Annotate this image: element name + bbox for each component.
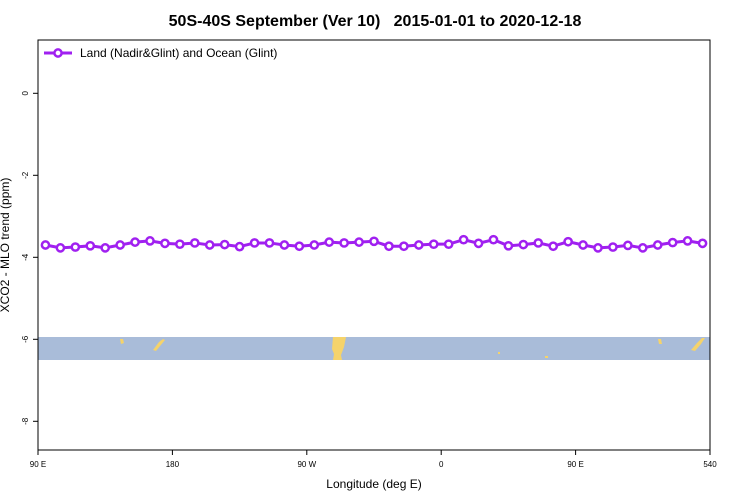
data-point [85, 240, 96, 251]
y-tick-label: -4 [21, 253, 30, 261]
data-point [458, 234, 469, 245]
data-point [667, 237, 678, 248]
x-axis-label: Longitude (deg E) [326, 477, 421, 491]
data-point [249, 238, 260, 248]
data-point [399, 241, 409, 252]
map-strip [38, 337, 710, 360]
data-point [488, 234, 499, 245]
data-point [413, 240, 424, 250]
data-point [697, 238, 708, 249]
data-point [682, 236, 693, 246]
data-point [369, 236, 379, 247]
data-point [652, 240, 663, 250]
x-tick-label: 90 W [297, 460, 316, 469]
data-point [175, 239, 185, 250]
x-tick-label: 540 [703, 460, 717, 469]
chart-title: 50S-40S September (Ver 10) 2015-01-01 to… [169, 13, 582, 30]
x-tick-label: 0 [439, 460, 444, 469]
x-tick-label: 90 E [30, 460, 46, 469]
data-point [55, 243, 66, 253]
data-point [637, 243, 648, 253]
data-point [309, 240, 320, 250]
data-point [234, 241, 245, 252]
data-point [264, 238, 275, 248]
data-point [428, 239, 439, 250]
legend-marker [53, 48, 63, 58]
data-point [384, 241, 394, 252]
data-point [443, 239, 454, 250]
x-tick-label: 180 [166, 460, 180, 469]
data-point [354, 237, 364, 247]
data-point [578, 240, 588, 250]
data-point [548, 241, 559, 252]
data-point [503, 240, 514, 251]
data-point [130, 237, 140, 247]
data-point [189, 238, 200, 248]
data-point [593, 243, 603, 253]
data-point [70, 242, 81, 252]
legend-label: Land (Nadir&Glint) and Ocean (Glint) [80, 46, 277, 60]
y-tick-label: 0 [21, 91, 30, 96]
data-point [204, 240, 215, 250]
y-tick-label: -6 [21, 335, 30, 343]
data-point [623, 240, 633, 251]
data-point [608, 242, 618, 252]
data-point [100, 243, 111, 253]
data-point [279, 240, 290, 250]
plot-frame [37, 39, 711, 451]
data-point [533, 238, 544, 248]
data-point [324, 237, 335, 247]
data-point [518, 239, 529, 250]
data-point [563, 236, 573, 247]
y-tick-label: -2 [21, 171, 30, 179]
data-point [294, 241, 305, 252]
y-tick-label: -8 [21, 417, 30, 425]
data-point [160, 238, 170, 249]
data-point [219, 239, 230, 250]
data-point [115, 240, 125, 250]
data-point [40, 240, 51, 250]
x-tick-label: 90 E [567, 460, 583, 469]
data-point [145, 236, 155, 246]
data-point [339, 238, 349, 248]
y-axis-label: XCO2 - MLO trend (ppm) [0, 178, 12, 313]
data-point [473, 238, 484, 249]
